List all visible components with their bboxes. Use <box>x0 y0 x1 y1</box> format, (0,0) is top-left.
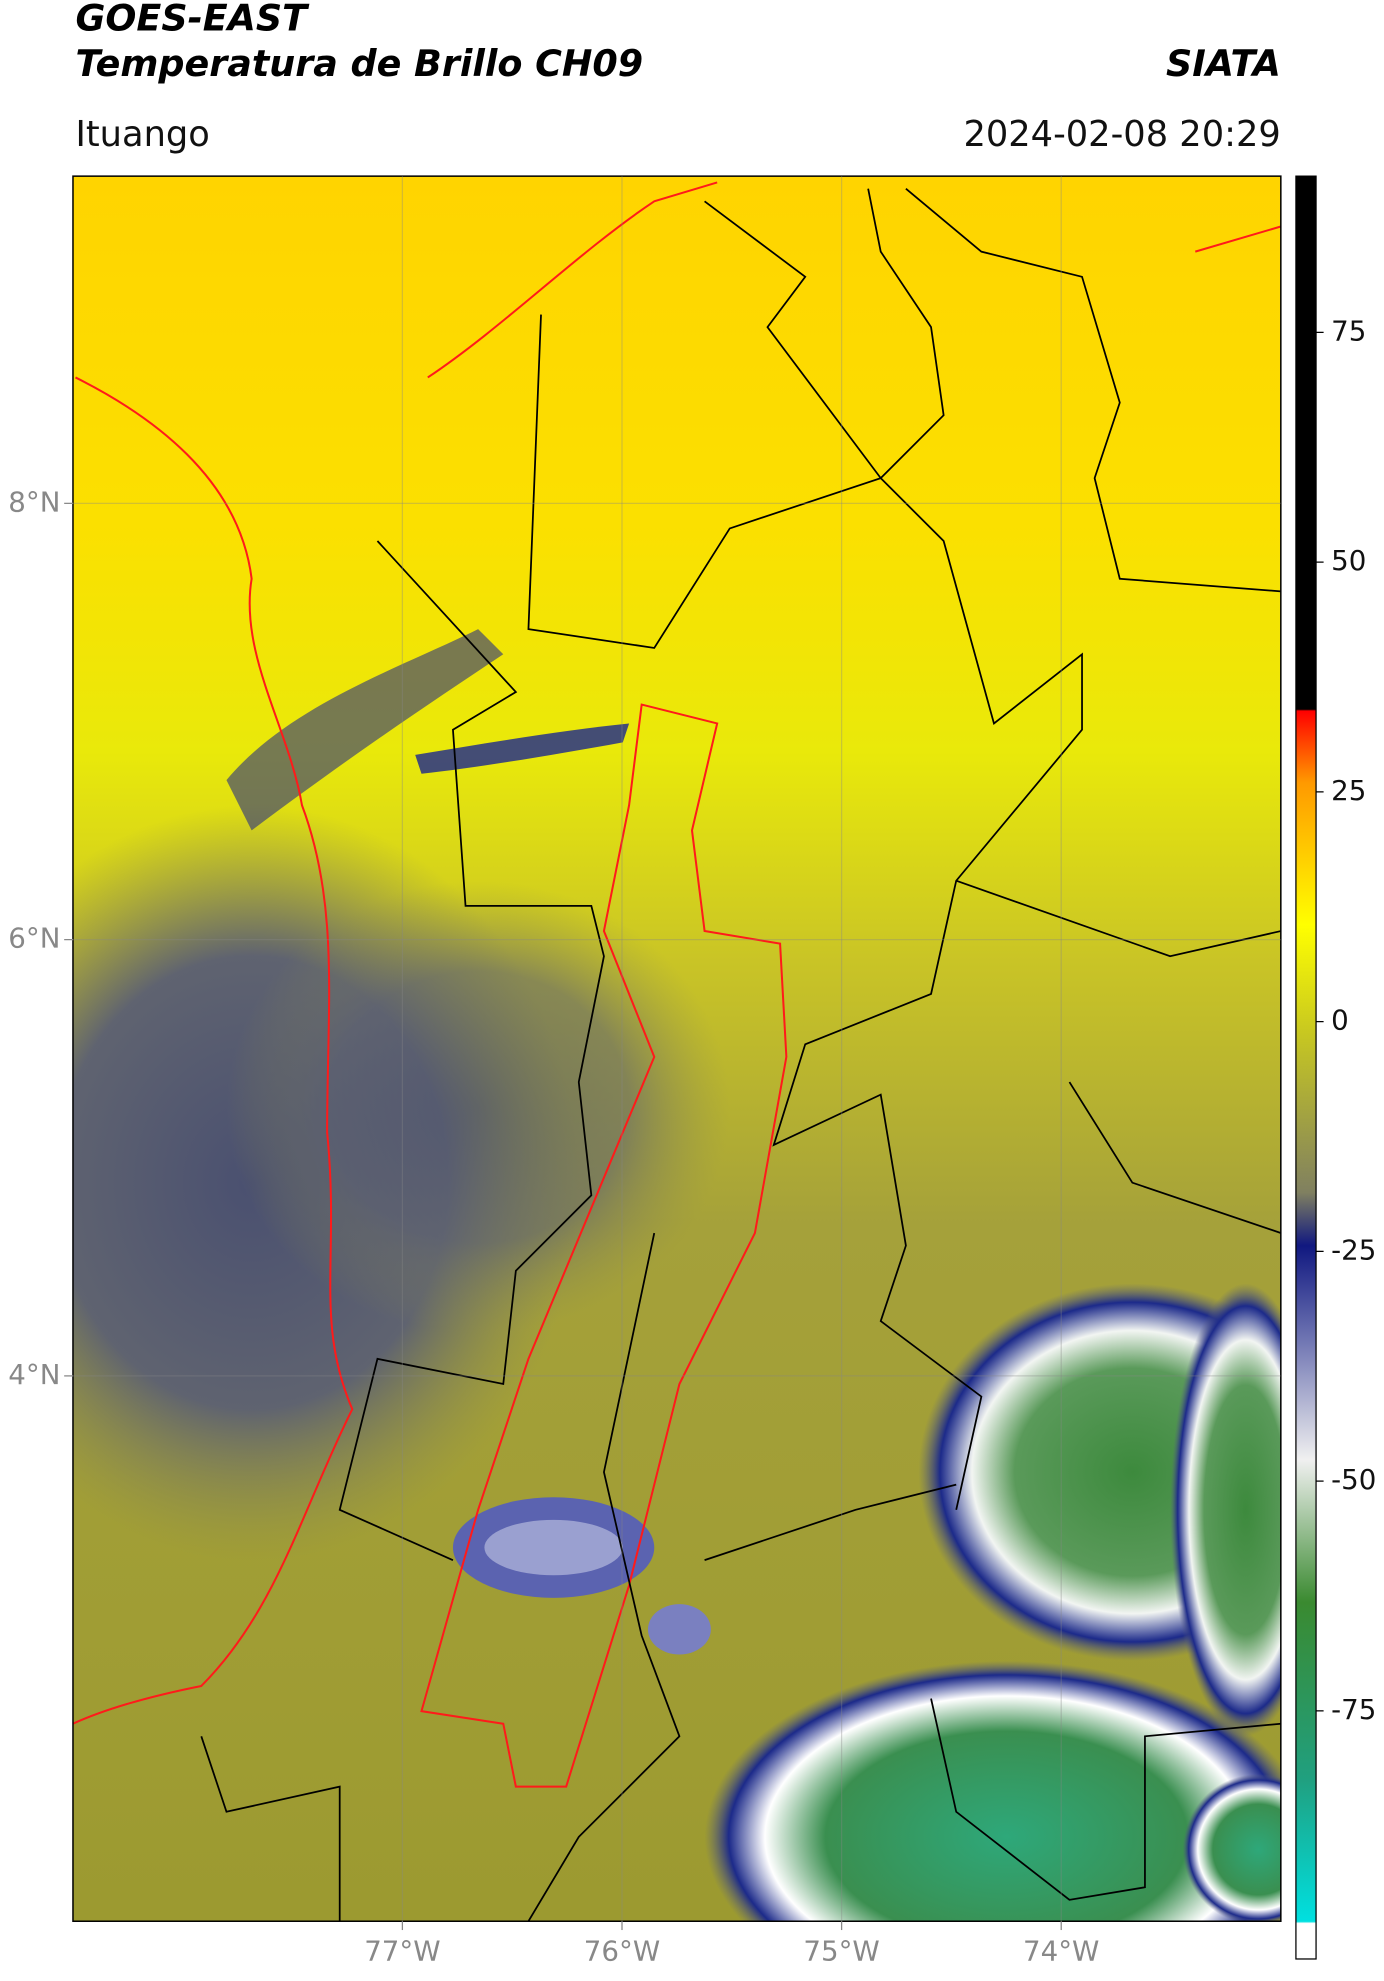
colorbar-tick-label: -25 <box>1331 1233 1376 1266</box>
title: GOES-EAST <box>75 0 310 40</box>
x-tick-label: 74°W <box>1023 1935 1099 1968</box>
colorbar-tick-label: 50 <box>1331 544 1366 577</box>
y-tick-label: 6°N <box>8 922 60 955</box>
x-tick-label: 77°W <box>364 1935 440 1968</box>
colorbar-tick-label: 0 <box>1331 1004 1349 1037</box>
subtitle: Temperatura de Brillo CH09 <box>75 42 643 85</box>
x-tick-label: 76°W <box>584 1935 660 1968</box>
map-image <box>72 176 1281 1922</box>
colorbar <box>1295 175 1317 1960</box>
datetime: 2024-02-08 20:29 <box>963 114 1280 155</box>
map-frame <box>72 175 1282 1922</box>
colorbar-tick-label: -50 <box>1331 1463 1376 1496</box>
location: Ituango <box>75 114 209 155</box>
y-tick-label: 8°N <box>8 485 60 518</box>
x-tick-label: 75°W <box>803 1935 879 1968</box>
colorbar-tick-label: -75 <box>1331 1693 1376 1726</box>
colorbar-tick-label: 25 <box>1331 774 1366 807</box>
colorbar-tick-label: 75 <box>1331 314 1366 347</box>
y-tick-label: 4°N <box>8 1358 60 1391</box>
source: SIATA <box>1166 42 1281 85</box>
